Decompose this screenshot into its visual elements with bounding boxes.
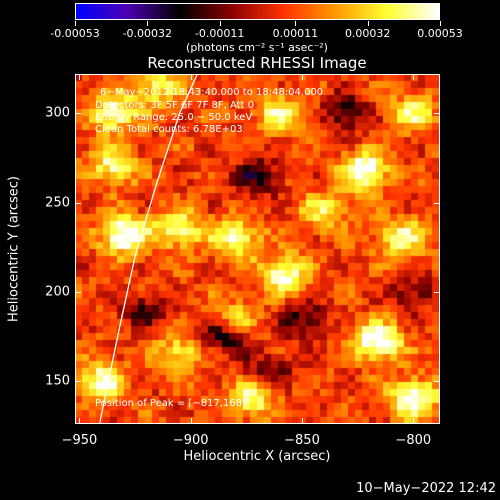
- y-tick-label: 300: [45, 105, 70, 121]
- x-tick-label: −900: [172, 433, 209, 448]
- y-tick-label: 150: [45, 373, 70, 389]
- x-tick-mark: [413, 418, 415, 424]
- x-tick-mark: [413, 74, 415, 80]
- colorbar-tick-label: -0.00053: [50, 27, 100, 40]
- colorbar-tick-mark: [147, 21, 149, 26]
- footer-timestamp: 10−May−2022 12:42: [356, 481, 496, 496]
- colorbar-tick-mark: [440, 21, 441, 26]
- limb-line: [98, 74, 199, 424]
- plot-area: [75, 74, 440, 424]
- x-tick-mark: [79, 418, 81, 424]
- colorbar-tick-label: 0.00011: [272, 27, 319, 40]
- y-tick-label: 250: [45, 195, 70, 211]
- y-tick-mark: [434, 291, 440, 293]
- x-tick-mark: [302, 74, 303, 80]
- peak-position-label: Position of Peak = [−817,168]: [95, 398, 246, 409]
- chart-title: Reconstructed RHESSI Image: [147, 54, 367, 72]
- solar-limb-curve: [98, 74, 199, 424]
- colorbar-tick-label: -0.00011: [194, 27, 245, 40]
- y-tick-mark: [434, 202, 440, 204]
- colorbar-tick-label: 0.00053: [417, 27, 463, 40]
- colorbar-tick-mark: [367, 21, 369, 26]
- info-detectors: Detectors: 3F 5F 6F 7F 8F, Att 0: [95, 100, 255, 111]
- x-axis-label: Heliocentric X (arcsec): [183, 449, 331, 464]
- colorbar-unit-label: (photons cm⁻² s⁻¹ asec⁻²): [186, 41, 328, 54]
- x-tick-mark: [79, 74, 81, 80]
- y-axis-label: Heliocentric Y (arcsec): [6, 176, 22, 322]
- y-tick-mark: [75, 291, 81, 293]
- info-energy-range: Energy Range: 25.0 − 50.0 keV: [95, 112, 253, 123]
- x-tick-mark: [190, 418, 192, 424]
- colorbar-tick-mark: [219, 21, 221, 26]
- colorbar-tick-label: 0.00032: [344, 27, 391, 40]
- colorbar-gradient: [76, 4, 439, 19]
- y-tick-mark: [75, 202, 81, 204]
- colorbar: [75, 3, 440, 20]
- info-clean-counts: Clean Total counts: 6.78E+03: [95, 124, 243, 135]
- info-time-range: 6−May−2012 18:43:40.000 to 18:48:04.000: [100, 87, 324, 98]
- y-tick-mark: [75, 381, 81, 383]
- y-tick-mark: [75, 113, 81, 115]
- colorbar-tick-mark: [295, 21, 297, 26]
- colorbar-tick-mark: [75, 21, 76, 26]
- x-tick-label: −950: [61, 433, 98, 448]
- x-tick-mark: [302, 418, 303, 424]
- x-tick-label: −800: [395, 433, 432, 448]
- x-tick-label: −850: [284, 433, 320, 448]
- heatmap-image: [75, 74, 440, 424]
- y-tick-mark: [434, 381, 440, 383]
- x-tick-mark: [190, 74, 192, 80]
- y-tick-label: 200: [45, 284, 70, 300]
- y-tick-mark: [434, 113, 440, 115]
- colorbar-tick-label: -0.00032: [122, 27, 173, 40]
